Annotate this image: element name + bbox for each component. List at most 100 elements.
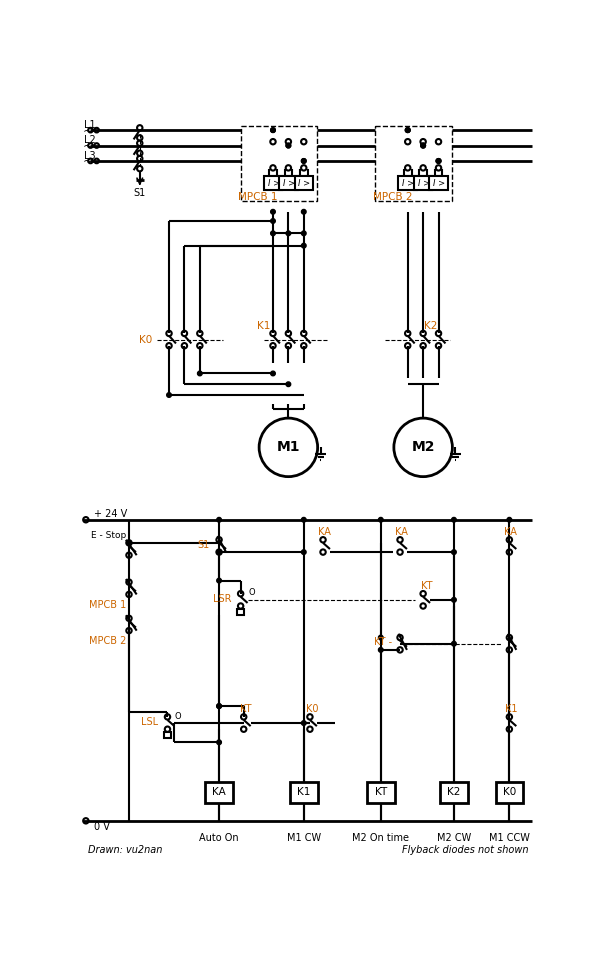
Circle shape [217,740,221,744]
Text: KA: KA [318,527,331,537]
Circle shape [270,128,275,133]
Circle shape [436,159,441,163]
Circle shape [406,128,410,133]
Text: K0: K0 [306,704,319,714]
Circle shape [286,231,291,235]
Text: O: O [175,712,182,721]
Text: KT -: KT - [374,638,392,647]
Circle shape [217,578,221,583]
Bar [163,733,171,738]
Bar [237,610,245,615]
Bar [495,782,523,803]
Text: I >: I > [418,178,430,188]
Circle shape [451,517,456,522]
Circle shape [302,721,306,726]
Text: + 24 V: + 24 V [94,509,127,518]
Text: O: O [248,587,255,597]
Circle shape [302,209,306,214]
Text: M2: M2 [411,440,435,454]
Circle shape [406,128,410,133]
Circle shape [270,231,275,235]
Circle shape [286,143,291,148]
Circle shape [379,636,383,640]
Text: M2 On time: M2 On time [352,832,409,843]
Text: KT: KT [421,581,433,591]
Circle shape [302,159,306,163]
Text: KT: KT [240,704,252,714]
Circle shape [127,541,131,546]
Bar [398,140,448,171]
Bar [376,126,451,201]
Circle shape [217,703,221,708]
Circle shape [507,517,511,522]
Text: K2: K2 [447,788,460,797]
Text: LSL: LSL [141,717,158,728]
Text: MPCB 1: MPCB 1 [90,600,127,610]
Text: I >: I > [403,178,415,188]
Circle shape [302,549,306,554]
Text: ~: ~ [83,155,93,169]
Text: I >: I > [283,178,295,188]
Text: LSR: LSR [213,594,231,604]
Circle shape [421,143,426,148]
Text: M1 CW: M1 CW [287,832,321,843]
Text: S1: S1 [133,188,146,199]
Text: MPCB 1: MPCB 1 [239,192,278,203]
Circle shape [436,159,441,163]
Bar [290,782,318,803]
Circle shape [451,549,456,554]
Bar [279,176,297,190]
Circle shape [217,517,221,522]
Text: Auto On: Auto On [200,832,239,843]
Text: L1: L1 [84,120,96,130]
Text: Drawn: vu2nan: Drawn: vu2nan [88,845,162,855]
Bar [240,126,317,201]
Circle shape [451,641,456,646]
Text: I >: I > [299,178,311,188]
Circle shape [406,128,410,133]
Text: ~: ~ [83,124,93,138]
Circle shape [270,128,275,133]
Bar [264,140,313,171]
Bar [398,176,417,190]
Text: K0: K0 [503,788,516,797]
Text: MPCB 2: MPCB 2 [90,637,127,646]
Circle shape [217,549,221,554]
Text: L3: L3 [84,150,96,161]
Circle shape [436,159,441,163]
Text: L2: L2 [84,135,96,145]
Text: K1: K1 [505,704,517,714]
Circle shape [198,371,202,376]
Text: KA: KA [504,527,517,537]
Circle shape [270,371,275,376]
Circle shape [302,159,306,163]
Bar [264,176,282,190]
Text: M2 CW: M2 CW [437,832,471,843]
Text: M1 CCW: M1 CCW [489,832,530,843]
Circle shape [302,517,306,522]
Text: I >: I > [267,178,280,188]
Text: KA: KA [395,527,408,537]
Text: Flyback diodes not shown: Flyback diodes not shown [402,845,529,855]
Text: ~: ~ [83,140,93,153]
Text: I >: I > [433,178,445,188]
Circle shape [379,647,383,652]
Text: K1: K1 [297,788,311,797]
Circle shape [421,143,426,148]
Bar [205,782,233,803]
Bar [294,176,313,190]
Circle shape [302,243,306,248]
Text: KA: KA [212,788,226,797]
Circle shape [302,231,306,235]
Circle shape [379,517,383,522]
Circle shape [166,392,171,397]
Bar [367,782,395,803]
Bar [414,176,432,190]
Circle shape [286,382,291,387]
Circle shape [286,143,291,148]
Text: K2: K2 [424,321,438,330]
Text: K1: K1 [257,321,270,330]
Circle shape [421,143,426,148]
Text: K0: K0 [139,334,153,345]
Circle shape [270,219,275,223]
